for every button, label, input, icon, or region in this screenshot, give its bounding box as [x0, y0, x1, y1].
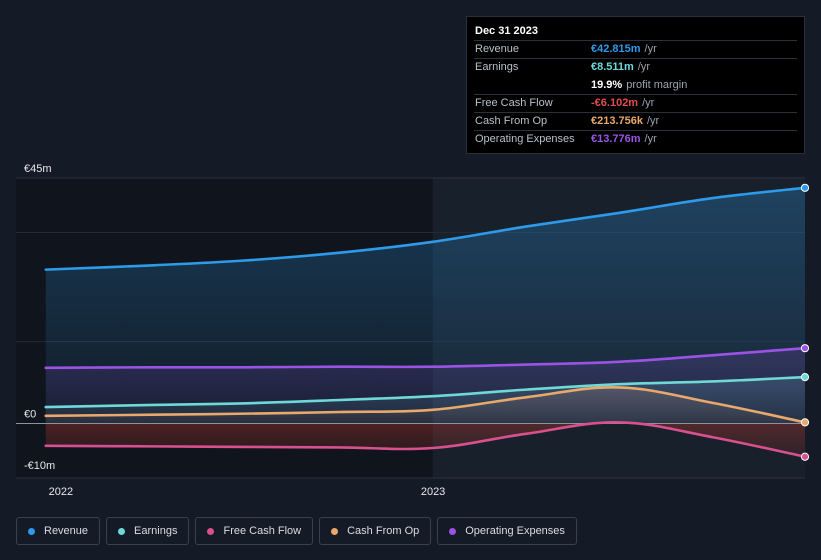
data-tooltip: Dec 31 2023 Revenue €42.815m/yr Earnings €8…	[466, 16, 805, 154]
tooltip-row: Free Cash Flow -€6.102m/yr	[474, 94, 797, 112]
tooltip-label: Revenue	[475, 43, 520, 55]
revenue-endpoint	[800, 183, 810, 192]
free-cash-flow-line	[44, 421, 807, 459]
y-tick-label: €0	[24, 408, 36, 420]
free-cash-flow-area	[45, 422, 806, 457]
tooltip-value: €13.776m	[591, 133, 641, 145]
tooltip-label: Earnings	[475, 61, 519, 73]
tooltip-unit: profit margin	[626, 79, 688, 91]
tooltip-date: Dec 31 2023	[475, 25, 538, 37]
legend-label: Free Cash Flow	[223, 525, 302, 537]
legend-item-free-cash-flow[interactable]: Free Cash Flow	[195, 517, 314, 545]
tooltip-row: Earnings €8.511m/yr	[474, 58, 797, 76]
legend-dot-icon	[207, 527, 215, 535]
legend-item-earnings[interactable]: Earnings	[106, 517, 190, 545]
tooltip-rows: Revenue €42.815m/yr Earnings €8.511m/yr 19.9…	[474, 40, 797, 148]
x-tick-label: 2022	[49, 486, 73, 498]
legend-item-cash-from-op[interactable]: Cash From Op	[319, 517, 432, 545]
legend-dot-icon	[449, 527, 457, 535]
legend-label: Cash From Op	[347, 525, 420, 537]
tooltip-value: -€6.102m	[591, 97, 639, 109]
tooltip-unit: /yr	[647, 115, 660, 127]
legend-item-operating-expenses[interactable]: Operating Expenses	[437, 517, 577, 545]
legend-dot-icon	[118, 527, 126, 535]
operating-expenses-line	[44, 346, 807, 370]
legend-label: Revenue	[44, 525, 89, 537]
x-axis-labels: 2022 2023	[49, 486, 446, 498]
y-tick-label: -€10m	[24, 460, 55, 472]
tooltip-unit: /yr	[644, 133, 657, 145]
tooltip-value: 19.9%	[591, 79, 623, 91]
tooltip-row: Operating Expenses €13.776m/yr	[474, 130, 797, 148]
tooltip-value: €42.815m	[591, 43, 641, 55]
tooltip-label: Cash From Op	[475, 115, 548, 127]
y-tick-label: €45m	[24, 163, 52, 175]
legend-dot-icon	[331, 527, 339, 535]
tooltip-unit: /yr	[642, 97, 655, 109]
tooltip-row: Revenue €42.815m/yr	[474, 40, 797, 58]
tooltip-label: Operating Expenses	[475, 133, 575, 145]
legend-item-revenue[interactable]: Revenue	[16, 517, 101, 545]
series-endpoints	[800, 183, 810, 461]
tooltip-unit: /yr	[637, 61, 651, 73]
tooltip-unit: /yr	[644, 43, 657, 55]
tooltip-label: Free Cash Flow	[475, 97, 553, 109]
series-lines	[44, 186, 807, 459]
tooltip-row: 19.9% profit margin	[474, 76, 797, 94]
legend-label: Earnings	[134, 525, 178, 537]
free-cash-flow-endpoint	[800, 452, 810, 461]
tooltip-row: Cash From Op €213.756k/yr	[474, 112, 797, 130]
cash-from-op-endpoint	[800, 418, 810, 427]
cash-from-op-line	[44, 386, 807, 424]
earnings-line	[44, 375, 807, 409]
earnings-endpoint	[800, 372, 810, 382]
x-tick-label: 2023	[421, 486, 445, 498]
tooltip-value: €8.511m	[591, 61, 634, 73]
tooltip-value: €213.756k	[591, 115, 643, 127]
legend-label: Operating Expenses	[465, 525, 565, 537]
revenue-line	[44, 186, 807, 271]
legend-dot-icon	[28, 527, 35, 535]
chart-legend: Revenue Earnings Free Cash Flow Cash From O…	[16, 517, 577, 545]
operating-expenses-endpoint	[800, 344, 810, 353]
y-axis-labels: €45m €0 -€10m	[24, 163, 55, 472]
tooltip-label	[474, 77, 591, 94]
